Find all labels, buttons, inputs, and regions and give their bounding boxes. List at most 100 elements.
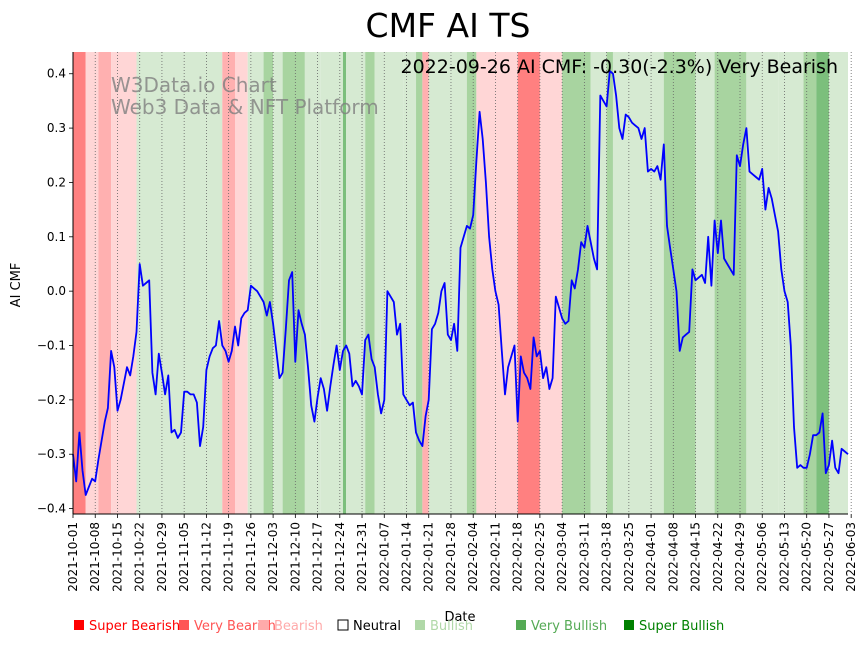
series-layer: [72, 70, 849, 496]
y-tick-label: 0.0: [47, 284, 66, 298]
regime-band-bullish: [612, 52, 664, 514]
regime-band-super_bearish: [73, 52, 86, 514]
legend-label-very_bullish: Very Bullish: [531, 619, 607, 634]
watermark-line-1: W3Data.io Chart: [111, 73, 277, 97]
chart-title: CMF AI TS: [366, 6, 531, 45]
x-tick-label: 2021-11-12: [199, 522, 213, 592]
regime-band-bearish: [111, 52, 137, 514]
regime-band-very_bullish: [263, 52, 274, 514]
regime-band-neutral: [778, 52, 804, 514]
y-tick-label: 0.3: [47, 121, 66, 135]
x-tick-label: 2021-10-22: [133, 522, 147, 592]
y-tick-label: 0.1: [47, 230, 66, 244]
regime-band-bullish: [590, 52, 607, 514]
x-tick-label: 2022-02-25: [533, 522, 547, 592]
regime-band-neutral: [403, 52, 417, 514]
watermark-line-2: Web3 Data & NFT Platform: [111, 95, 379, 119]
regime-band-neutral: [320, 52, 343, 514]
x-tick-label: 2021-11-19: [222, 522, 236, 592]
y-tick-label: 0.2: [47, 175, 66, 189]
regime-band-bullish: [346, 52, 366, 514]
regime-band-bullish: [273, 52, 283, 514]
x-tick-label: 2021-12-03: [266, 522, 280, 592]
regime-band-bearish: [234, 52, 248, 514]
regime-band-very_bullish: [803, 52, 817, 514]
regime-band-very_bullish: [466, 52, 477, 514]
legend-label-neutral: Neutral: [353, 619, 401, 634]
series-line-ai-cmf: [72, 70, 849, 496]
regime-band-very_bullish: [282, 52, 305, 514]
plot-area: [72, 52, 852, 514]
x-tick-label: 2021-12-31: [355, 522, 369, 592]
x-tick-label: 2022-01-07: [377, 522, 391, 592]
x-tick-label: 2022-04-29: [733, 522, 747, 592]
x-tick-label: 2021-11-26: [244, 522, 258, 592]
legend-label-super_bearish: Super Bearish: [89, 619, 180, 634]
x-tick-label: 2022-02-11: [488, 522, 502, 592]
y-tick-label: −0.2: [37, 393, 66, 407]
x-tick-label: 2022-04-15: [689, 522, 703, 592]
x-tick-label: 2022-06-03: [844, 522, 858, 592]
regime-band-super_bullish: [816, 52, 829, 514]
regime-band-neutral: [136, 52, 223, 514]
x-tick-label: 2022-01-28: [444, 522, 458, 592]
regime-band-very_bullish: [416, 52, 423, 514]
x-tick-label: 2021-10-08: [88, 522, 102, 592]
x-tick-label: 2022-01-14: [400, 522, 414, 592]
legend-swatch-neutral: [337, 619, 349, 631]
x-tick-label: 2022-04-08: [666, 522, 680, 592]
regime-band-bullish: [428, 52, 467, 514]
x-tick-label: 2022-02-04: [466, 522, 480, 592]
x-tick-label: 2021-12-17: [311, 522, 325, 592]
regime-band-super_bullish: [342, 52, 347, 514]
x-tick-label: 2022-03-04: [555, 522, 569, 592]
legend-swatch-very_bearish: [179, 620, 189, 630]
legend-swatch-bullish: [415, 620, 425, 630]
x-tick-label: 2022-01-21: [422, 522, 436, 592]
regime-band-super_bearish: [517, 52, 540, 514]
regime-band-very_bullish: [606, 52, 613, 514]
regime-band-bullish: [828, 52, 848, 514]
regime-band-very_bearish: [422, 52, 429, 514]
y-axis-label: AI CMF: [9, 263, 24, 308]
x-tick-label: 2021-11-05: [177, 522, 191, 592]
regime-band-bearish: [539, 52, 563, 514]
x-tick-label: 2022-04-22: [711, 522, 725, 592]
legend-label-bearish: Bearish: [274, 619, 323, 634]
legend-swatch-bearish: [259, 620, 269, 630]
regime-band-very_bullish: [663, 52, 696, 514]
regime-band-very_bullish: [365, 52, 375, 514]
x-tick-label: 2022-03-11: [577, 522, 591, 592]
legend-swatch-very_bullish: [516, 620, 526, 630]
legend-swatch-super_bearish: [74, 620, 84, 630]
legend-swatch-super_bullish: [624, 620, 634, 630]
x-tick-label: 2022-05-13: [777, 522, 791, 592]
x-tick-label: 2022-05-27: [822, 522, 836, 592]
regime-band-bullish: [304, 52, 321, 514]
x-tick-label: 2022-05-20: [800, 522, 814, 592]
x-tick-label: 2022-05-06: [755, 522, 769, 592]
x-tick-label: 2021-10-29: [155, 522, 169, 592]
regime-band-bullish: [374, 52, 404, 514]
x-tick-label: 2021-10-01: [66, 522, 80, 592]
x-tick-label: 2022-03-18: [600, 522, 614, 592]
legend-label-very_bearish: Very Bearish: [194, 619, 276, 634]
x-tick-label: 2021-10-15: [110, 522, 124, 592]
y-tick-label: 0.4: [47, 67, 66, 81]
axes: 2021-10-01 2021-10-08 2021-10-15 2021-10-22…: [37, 52, 867, 592]
regime-bands: [73, 52, 848, 514]
y-tick-label: −0.4: [37, 502, 66, 516]
regime-band-bearish: [85, 52, 99, 514]
x-tick-label: 2022-02-18: [511, 522, 525, 592]
regime-band-bullish: [247, 52, 264, 514]
legend-label-bullish: Bullish: [430, 619, 473, 634]
x-tick-label: 2021-12-24: [333, 522, 347, 592]
y-tick-label: −0.3: [37, 447, 66, 461]
latest-value-annotation: 2022-09-26 AI CMF: -0.30(-2.3%) Very Bea…: [400, 56, 838, 78]
x-axis-label: Date: [444, 610, 475, 625]
regime-band-bearish: [476, 52, 518, 514]
legend-label-super_bullish: Super Bullish: [639, 619, 724, 634]
regime-band-very_bullish: [714, 52, 747, 514]
